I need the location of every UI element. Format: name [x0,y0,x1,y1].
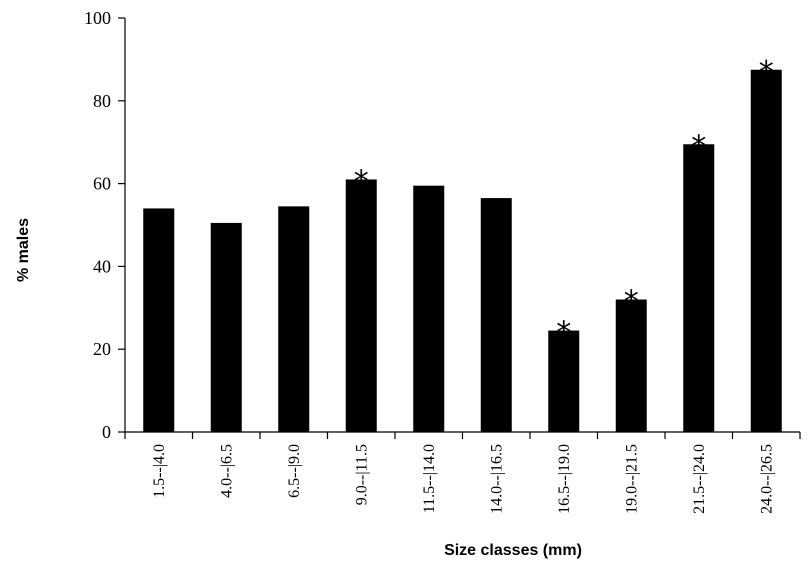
significance-mark: * [556,316,571,351]
category-label: 6.5--|9.0 [286,444,303,498]
significance-mark: * [759,55,774,90]
y-axis: 0 20 40 60 80 100 [84,8,126,442]
significance-mark: * [354,164,369,199]
category-labels: 1.5--|4.0 4.0--|6.5 6.5--|9.0 9.0--|11.5 11.… [151,444,776,514]
significance-mark: * [624,285,639,320]
category-label: 14.0--|16.5 [488,444,505,514]
bar [413,185,445,432]
y-tick-label: 0 [102,422,111,442]
category-label: 16.5--|19.0 [556,444,573,514]
significance-marks: * * * * * [354,55,774,351]
y-tick-label: 40 [93,256,111,276]
category-label: 11.5--|14.0 [421,444,438,513]
bar [480,198,512,432]
category-label: 24.0--|26.5 [758,444,775,514]
category-label: 21.5--|24.0 [691,444,708,514]
bar [683,144,715,432]
significance-mark: * [691,129,706,164]
y-axis-title: % males [15,218,32,282]
bars [143,69,782,432]
x-axis-title: Size classes (mm) [444,542,582,559]
y-tick-label: 100 [84,8,111,28]
category-label: 1.5--|4.0 [151,444,168,498]
category-label: 4.0--|6.5 [218,444,235,498]
bar [278,206,310,432]
bar [548,330,580,432]
category-label: 19.0--|21.5 [623,444,640,514]
bar [615,299,647,432]
category-label: 9.0--|11.5 [353,444,370,505]
y-tick-label: 20 [93,339,111,359]
bar [210,222,242,432]
bar [750,69,782,432]
y-tick-label: 60 [93,174,111,194]
bar [143,208,175,432]
y-tick-label: 80 [93,91,111,111]
x-axis [124,431,801,439]
bar [345,179,377,432]
